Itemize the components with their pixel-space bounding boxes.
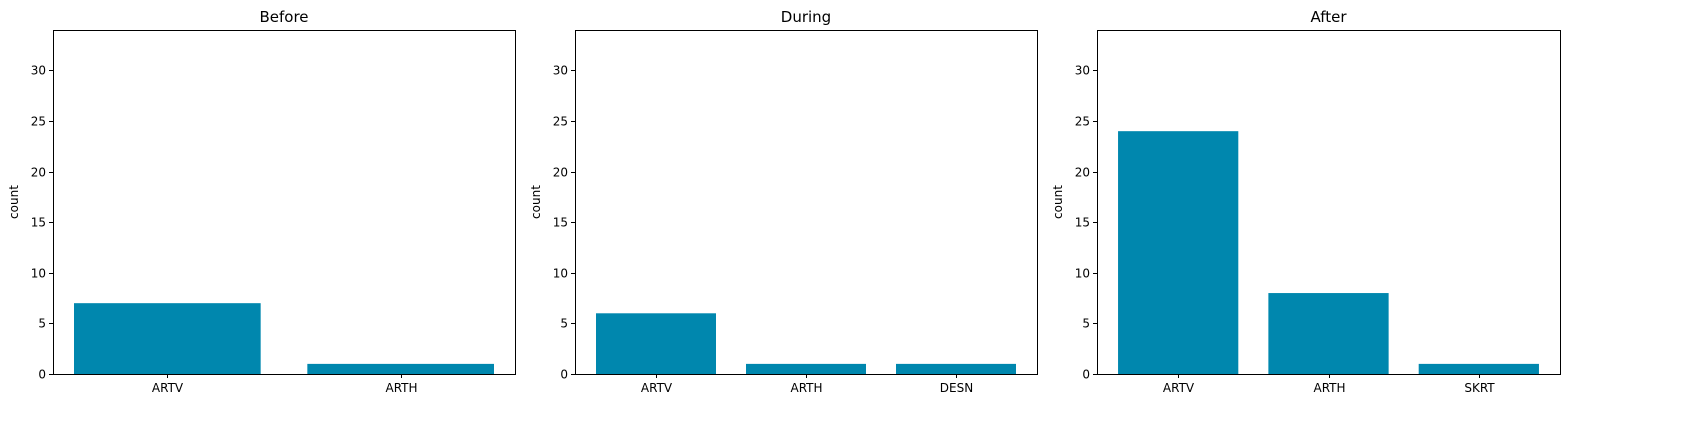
y-tick-label: 20 (553, 166, 568, 180)
bars (1118, 131, 1539, 374)
y-tick-label: 0 (38, 368, 46, 382)
bar-artv (74, 303, 261, 374)
plot-frame (53, 30, 516, 375)
y-tick-label: 30 (1075, 64, 1090, 78)
x-tick-label: ARTV (641, 381, 673, 395)
bar-arth (746, 363, 866, 374)
y-axis-label: count (7, 185, 21, 219)
y-tick-label: 10 (31, 267, 46, 281)
x-ticks: ARTV ARTH DESN (641, 374, 973, 395)
y-tick-label: 20 (31, 166, 46, 180)
bar-artv (596, 313, 716, 374)
y-tick-label: 15 (31, 216, 46, 230)
panel-before: Before count 0 5 10 15 20 25 30 ARTV ARTH (7, 8, 516, 395)
y-tick-label: 0 (560, 368, 568, 382)
bar-artv (1118, 131, 1239, 374)
bars (596, 313, 1016, 374)
y-tick-label: 30 (31, 64, 46, 78)
y-axis-label: count (1051, 185, 1065, 219)
y-tick-label: 5 (38, 317, 46, 331)
x-tick-label: ARTV (1163, 381, 1195, 395)
plot-frame (1097, 30, 1561, 375)
y-ticks: 0 5 10 15 20 25 30 (31, 64, 53, 382)
chart-title: During (781, 8, 831, 26)
y-axis-label: count (529, 185, 543, 219)
y-tick-label: 10 (1075, 267, 1090, 281)
x-tick-label: ARTH (790, 381, 822, 395)
chart-title: Before (259, 8, 308, 26)
y-ticks: 0 5 10 15 20 25 30 (553, 64, 575, 382)
y-tick-label: 25 (31, 115, 46, 129)
y-tick-label: 15 (553, 216, 568, 230)
plot-frame (575, 30, 1038, 375)
y-tick-label: 30 (553, 64, 568, 78)
bars (74, 303, 494, 374)
bar-desn (896, 363, 1016, 374)
bar-arth (307, 363, 494, 374)
x-tick-label: ARTH (385, 381, 417, 395)
chart-title: After (1310, 8, 1347, 26)
y-tick-label: 10 (553, 267, 568, 281)
y-tick-label: 0 (1082, 368, 1090, 382)
panel-after: After count 0 5 10 15 20 25 30 ARTV ARTH SKRT (1051, 8, 1561, 395)
x-tick-label: SKRT (1464, 381, 1495, 395)
y-tick-label: 5 (560, 317, 568, 331)
x-tick-label: ARTH (1313, 381, 1345, 395)
bar-arth (1268, 293, 1389, 374)
x-ticks: ARTV ARTH SKRT (1163, 374, 1495, 395)
x-ticks: ARTV ARTH (152, 374, 418, 395)
x-tick-label: ARTV (152, 381, 184, 395)
y-tick-label: 25 (1075, 115, 1090, 129)
y-ticks: 0 5 10 15 20 25 30 (1075, 64, 1097, 382)
y-tick-label: 20 (1075, 166, 1090, 180)
y-tick-label: 25 (553, 115, 568, 129)
y-tick-label: 5 (1082, 317, 1090, 331)
x-tick-label: DESN (940, 381, 973, 395)
panel-during: During count 0 5 10 15 20 25 30 ARTV ARTH DESN (529, 8, 1038, 395)
y-tick-label: 15 (1075, 216, 1090, 230)
bar-skrt (1418, 363, 1539, 374)
